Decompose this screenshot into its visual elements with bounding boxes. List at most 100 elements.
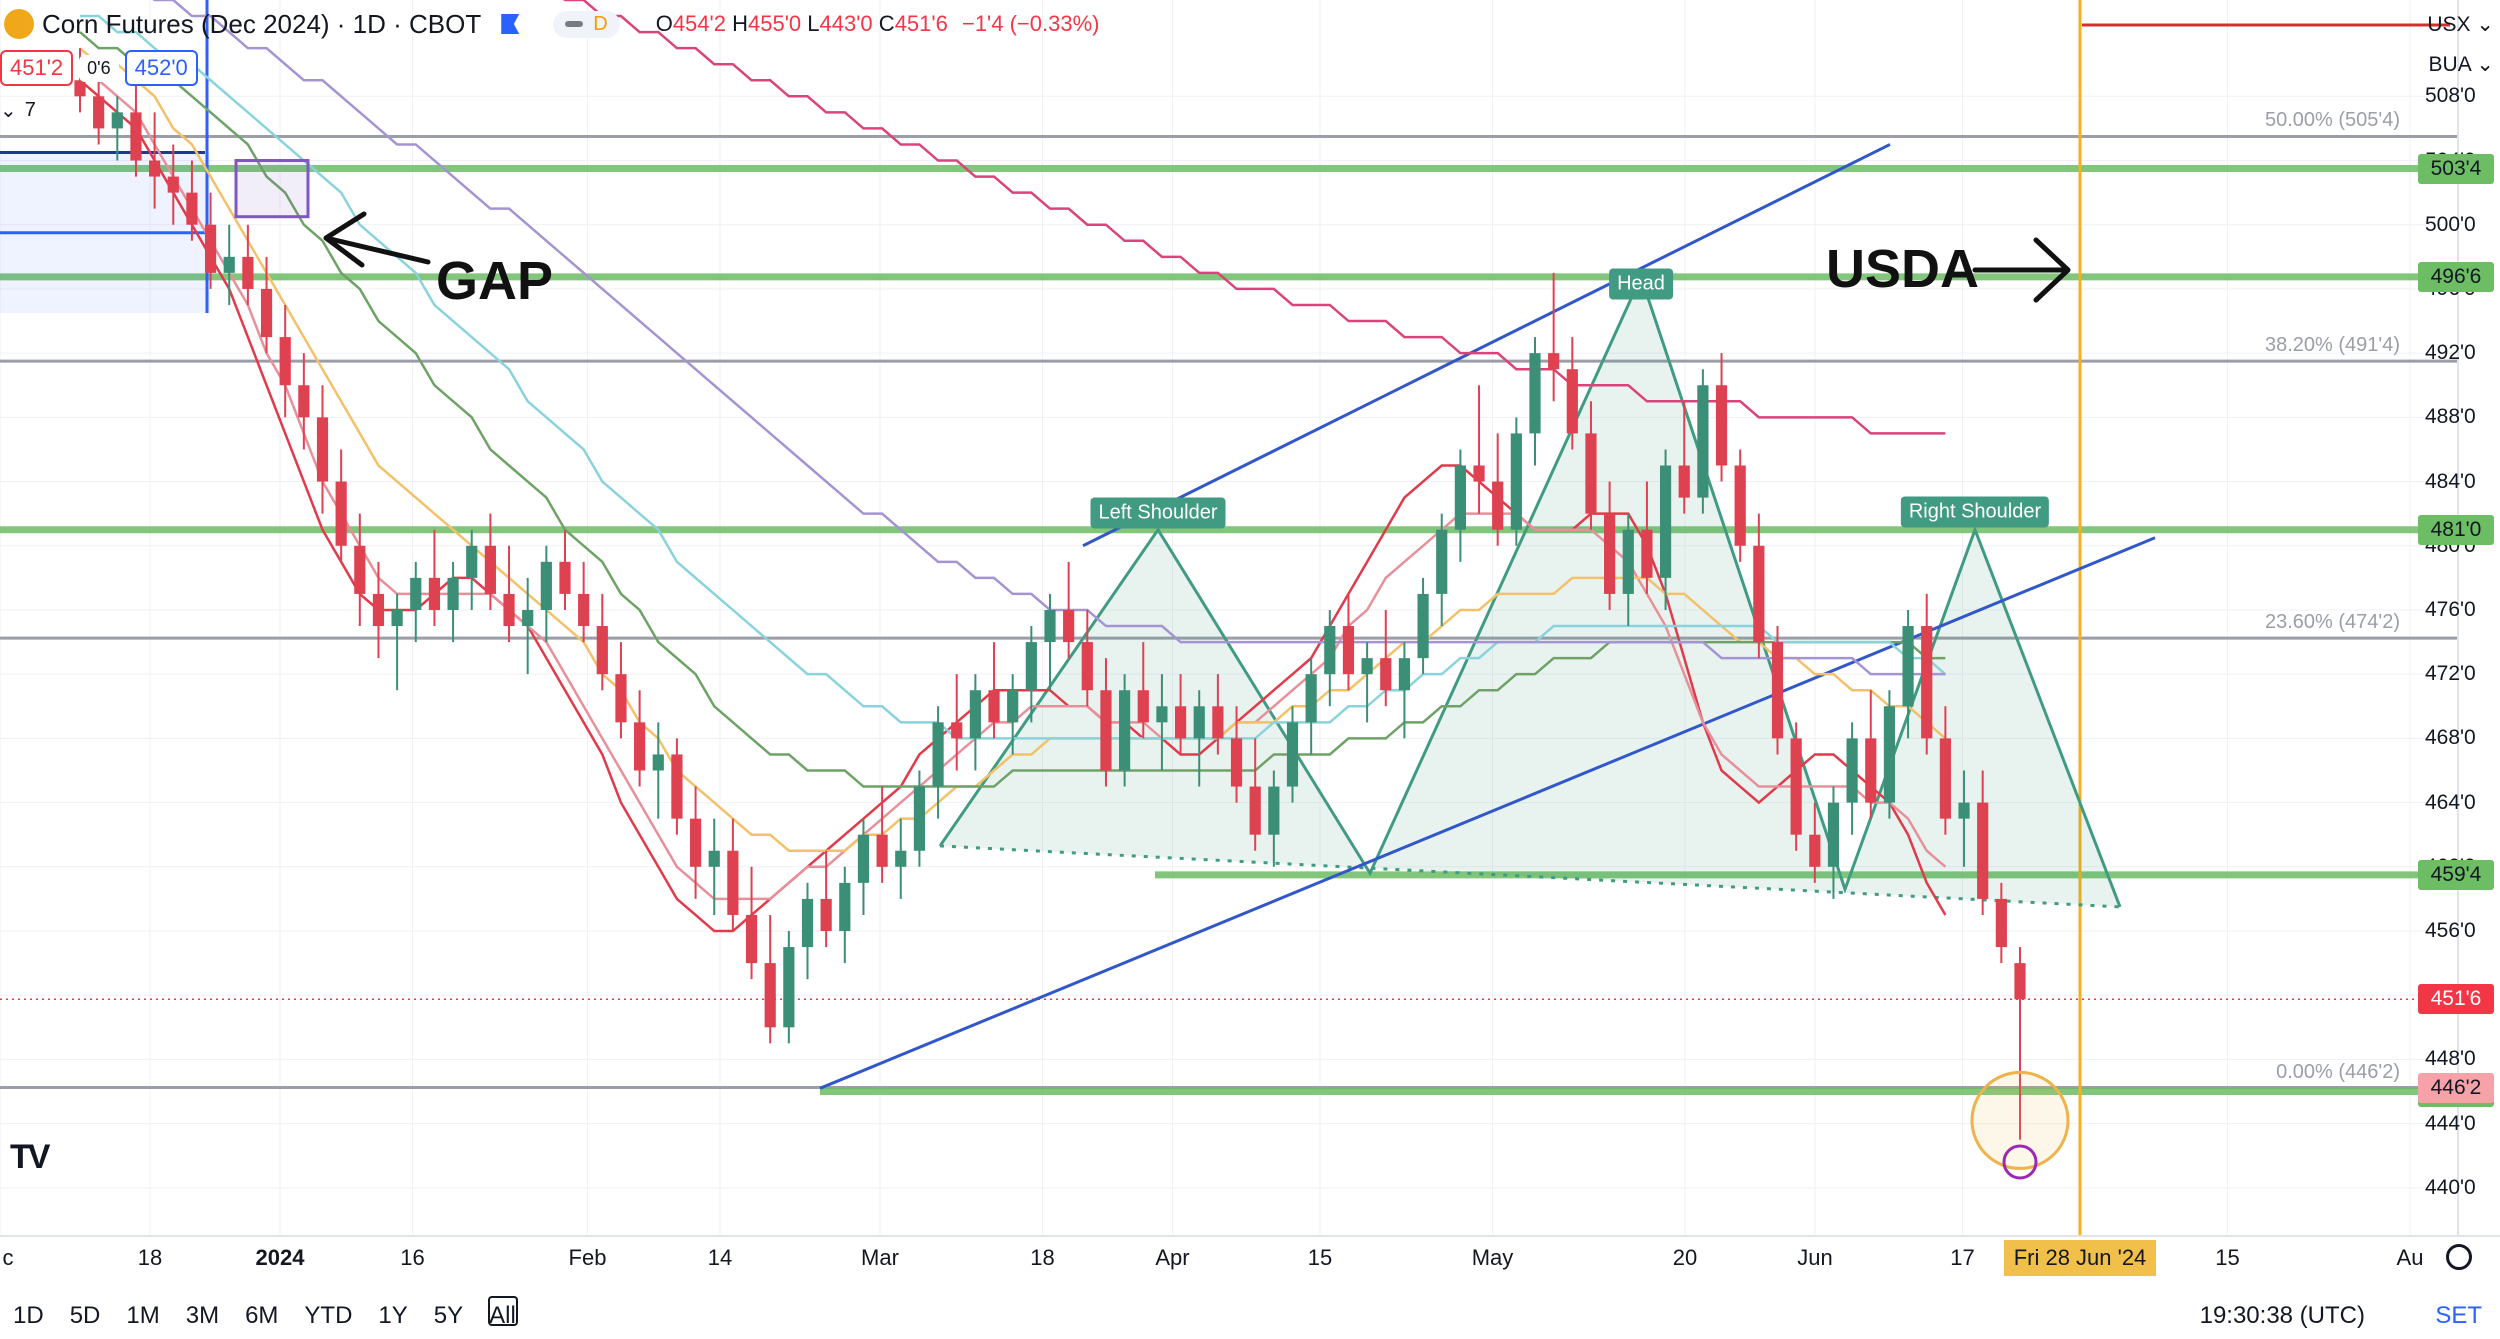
time-axis-label: 2024: [255, 1245, 305, 1270]
currency-selector[interactable]: USX ⌄: [2427, 13, 2494, 36]
candle-body: [839, 882, 851, 932]
candle-body: [1007, 690, 1019, 723]
candle-body: [615, 674, 627, 723]
timeframe-button[interactable]: 5Y: [433, 1302, 464, 1329]
gear-icon[interactable]: [2446, 1244, 2472, 1270]
candle-body: [2014, 963, 2026, 1000]
timeframe-button[interactable]: 1M: [126, 1302, 160, 1329]
head-label[interactable]: Head: [1609, 268, 1673, 300]
candle-body: [167, 176, 179, 193]
candle-body: [130, 112, 142, 161]
candle-body: [111, 112, 123, 129]
right-shoulder-label[interactable]: Right Shoulder: [1900, 496, 2050, 528]
candle-body: [223, 256, 235, 273]
indicator-count: 7: [24, 99, 36, 121]
calendar-icon[interactable]: [488, 1296, 518, 1326]
timeframe-button[interactable]: 3M: [185, 1302, 220, 1329]
candle-body: [876, 834, 888, 867]
last-price-tag[interactable]: 451'6: [2418, 984, 2494, 1015]
low-value: 443'0: [819, 11, 873, 36]
candle-body: [1846, 738, 1858, 803]
level-price-tag[interactable]: 503'4: [2418, 153, 2494, 184]
time-axis-label: 18: [137, 1245, 163, 1270]
price-axis-label: 492'0: [2425, 341, 2476, 365]
candle-body: [1641, 529, 1653, 578]
gap-annotation[interactable]: GAP: [436, 251, 554, 311]
candle-body: [1697, 385, 1709, 498]
candle-body: [1566, 369, 1578, 434]
price-axis-label: 500'0: [2425, 212, 2476, 236]
candle-body: [913, 786, 926, 851]
price-axis-label: 488'0: [2425, 405, 2476, 429]
left-shoulder-label[interactable]: Left Shoulder: [1090, 497, 1226, 529]
candle-body: [1100, 690, 1112, 771]
session-pill[interactable]: D: [553, 10, 620, 38]
candle-body: [783, 947, 795, 1028]
unit-selector[interactable]: BUA ⌄: [2428, 53, 2494, 76]
candle-body: [1305, 674, 1317, 723]
candle-body: [634, 722, 646, 771]
candle-body: [578, 593, 590, 627]
usda-annotation[interactable]: USDA: [1826, 239, 1980, 299]
candle-body: [186, 192, 198, 225]
timeframe-button[interactable]: YTD: [304, 1302, 353, 1329]
candle-body: [1417, 593, 1429, 659]
level-price-tag[interactable]: 459'4: [2418, 859, 2494, 890]
candle-body: [298, 385, 310, 418]
symbol-logo-icon: [4, 9, 34, 39]
candle-body: [1249, 786, 1261, 835]
time-axis-label: Jun: [1797, 1245, 1833, 1270]
fib-level-label: 23.60% (474'2): [2264, 611, 2400, 634]
fib-level-label: 0.00% (446'2): [2276, 1060, 2400, 1083]
candle-body: [1174, 706, 1187, 739]
candle-body: [745, 914, 758, 964]
candle-body: [522, 609, 534, 627]
lower-trendline: [819, 536, 2156, 1090]
sell-button[interactable]: 451'2: [0, 50, 74, 86]
candle-body: [596, 626, 608, 675]
candle-body: [1063, 609, 1075, 643]
candle-body: [1977, 802, 1989, 899]
level-price-tag[interactable]: 496'6: [2418, 261, 2494, 292]
buy-button[interactable]: 452'0: [124, 50, 198, 86]
time-axis-label: 15: [1307, 1245, 1333, 1270]
timeframe-button[interactable]: 5D: [69, 1302, 101, 1329]
settings-button[interactable]: SET: [2435, 1302, 2482, 1329]
flag-icon[interactable]: [501, 14, 520, 34]
timeframe-button[interactable]: 1D: [13, 1302, 44, 1329]
grid-lines: [0, 0, 2458, 1236]
candle-body: [1137, 690, 1149, 723]
price-axis-label: 444'0: [2425, 1111, 2476, 1135]
indicators-toggle[interactable]: ⌄ 7: [0, 98, 36, 123]
candle-body: [671, 754, 683, 819]
fib-price-tag[interactable]: 446'2: [2418, 1072, 2494, 1103]
open-value: 454'2: [672, 11, 726, 36]
candle-body: [857, 834, 870, 883]
symbol-title[interactable]: Corn Futures (Dec 2024) · 1D · CBOT: [42, 8, 482, 39]
time-axis-label: 18: [1030, 1245, 1055, 1270]
drawing-overlays: [234, 159, 2071, 1180]
time-axis-label: 14: [707, 1245, 733, 1270]
candle-body: [1156, 706, 1168, 723]
candle-body: [447, 577, 459, 610]
candle-body: [652, 754, 664, 771]
tradingview-logo[interactable]: TV: [10, 1138, 50, 1176]
price-axis-label: 440'0: [2425, 1175, 2476, 1199]
candle-body: [1398, 658, 1411, 691]
timeframe-button[interactable]: 6M: [245, 1302, 279, 1329]
candle-body: [727, 850, 739, 915]
timeframe-button[interactable]: 1Y: [378, 1302, 408, 1329]
candle-body: [895, 850, 907, 867]
level-price-tag[interactable]: 481'0: [2418, 514, 2494, 545]
candle-body: [1809, 834, 1821, 867]
collapse-icon: [565, 21, 584, 27]
candle-body: [801, 898, 814, 948]
candle-body: [391, 609, 403, 627]
candles: [74, 48, 2026, 1140]
candle-body: [1361, 658, 1373, 675]
time-axis-label: 20: [1672, 1245, 1698, 1270]
gap-arrow: [323, 211, 431, 268]
fib-level-label: 38.20% (491'4): [2264, 334, 2400, 357]
high-value: 455'0: [747, 11, 802, 36]
